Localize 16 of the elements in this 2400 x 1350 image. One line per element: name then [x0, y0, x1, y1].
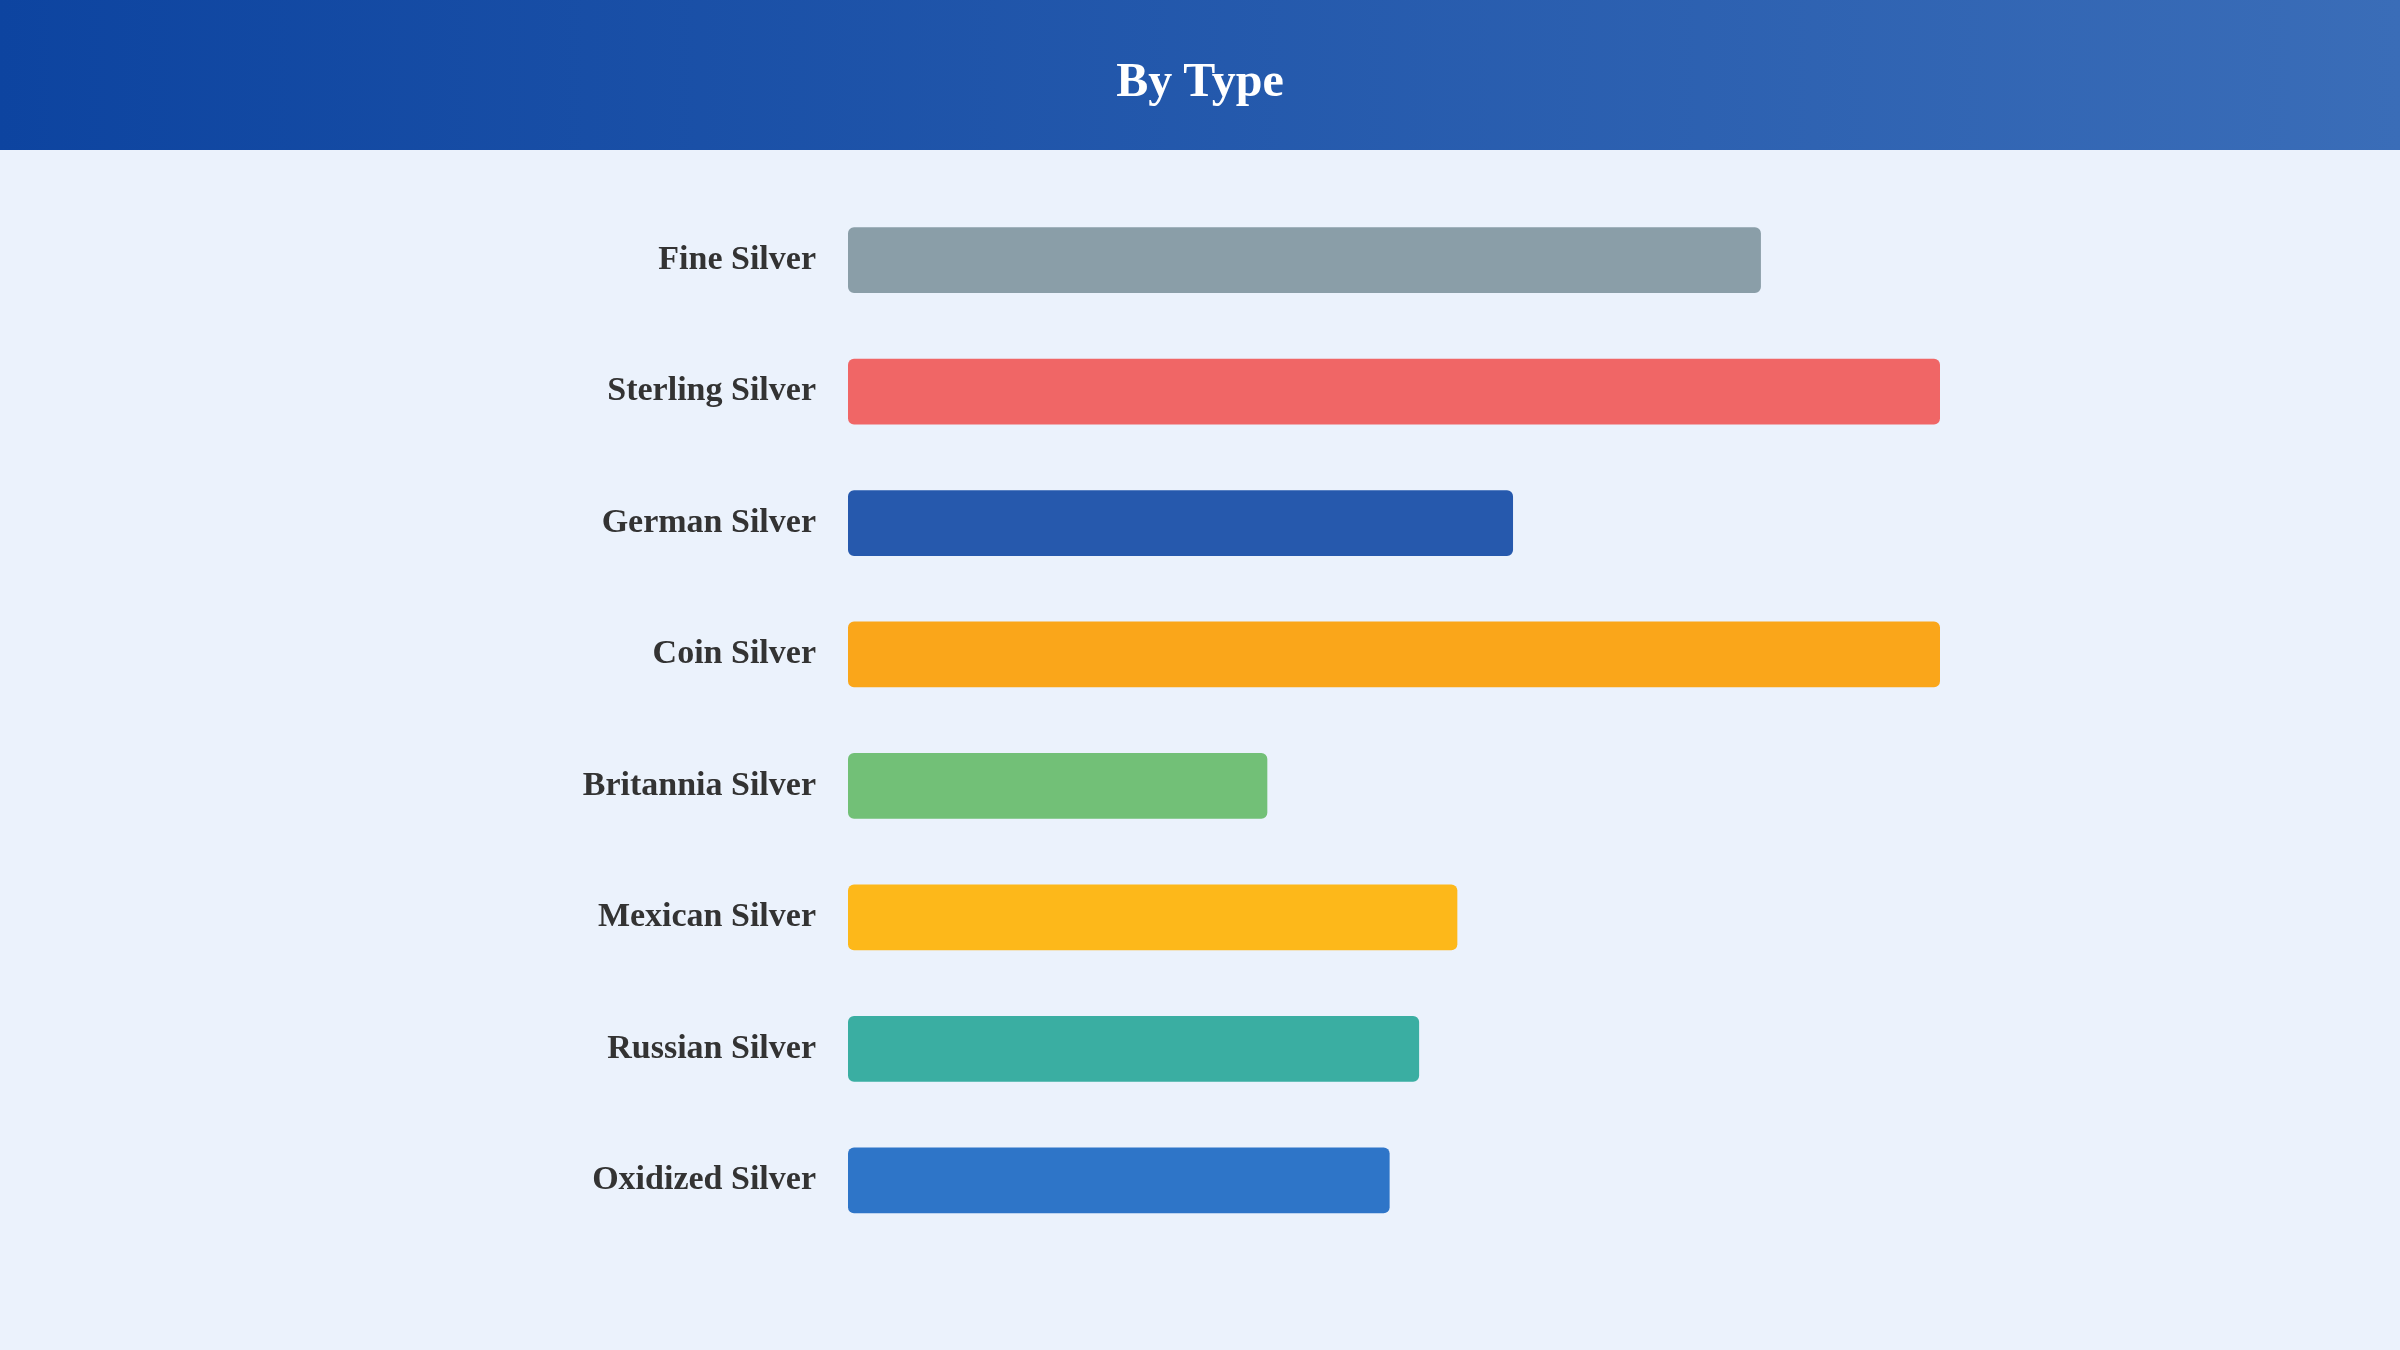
y-tick-label: Sterling Silver	[607, 370, 816, 408]
y-tick-label: Fine Silver	[658, 238, 816, 276]
bar	[848, 1147, 1390, 1214]
y-tick-label: German Silver	[601, 501, 816, 539]
y-tick-label: Oxidized Silver	[592, 1159, 816, 1197]
bar	[848, 753, 1268, 819]
bar	[848, 1015, 1420, 1082]
bar	[848, 621, 1940, 688]
y-tick-label: Russian Silver	[607, 1027, 816, 1065]
bar	[848, 358, 1940, 425]
y-tick-label: Coin Silver	[652, 633, 816, 671]
bar	[848, 884, 1458, 951]
bar	[848, 227, 1761, 293]
y-tick-label: Mexican Silver	[597, 896, 816, 934]
bar	[848, 490, 1514, 556]
y-tick-label: Britannia Silver	[582, 764, 816, 802]
